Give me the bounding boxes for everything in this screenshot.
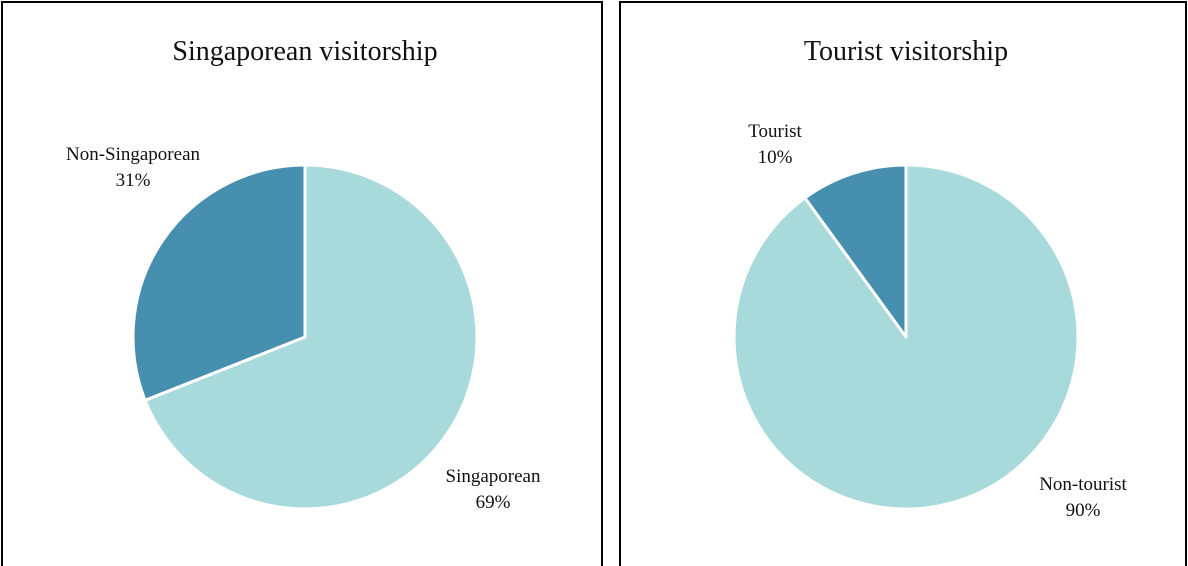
pie-slice [143,163,479,511]
slice-value-label: 90% [1066,500,1101,521]
pie-chart: Singaporean visitorship Singaporean 69% Non… [66,36,541,513]
slice-value-label: 69% [476,492,511,513]
chart-title: Tourist visitorship [804,36,1008,67]
pie-slice [803,163,908,339]
panel [1,1,603,566]
slice-value-label: 31% [116,170,151,191]
chart-title: Singaporean visitorship [172,36,437,67]
slice-label: Tourist [748,121,802,142]
slice-label: Non-Singaporean [66,144,201,165]
panel [619,1,1187,566]
slice-value-label: 10% [758,147,793,168]
pie-slice [732,163,1080,511]
charts: Singaporean visitorship Singaporean 69% Non… [66,36,1128,521]
pie-chart: Tourist visitorship Non-tourist 90% Tourist… [732,36,1128,521]
slice-label: Singaporean [446,466,541,487]
slice-label: Non-tourist [1039,474,1127,495]
pie-slice [131,163,307,402]
